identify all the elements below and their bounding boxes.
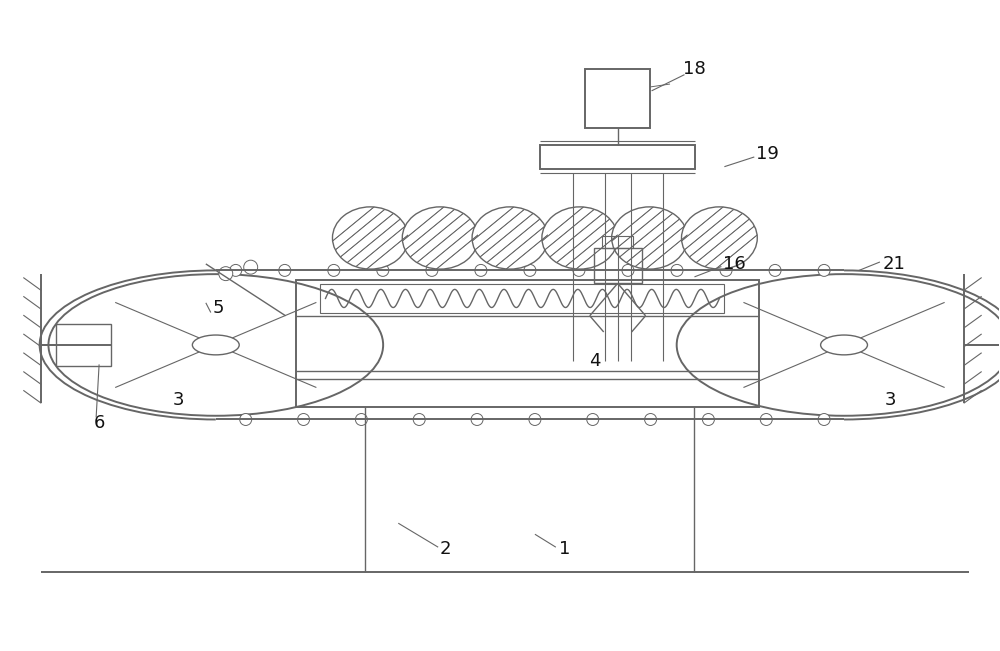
Ellipse shape <box>298 413 310 426</box>
Ellipse shape <box>219 267 233 281</box>
Ellipse shape <box>471 413 483 426</box>
Ellipse shape <box>328 264 340 277</box>
Ellipse shape <box>413 413 425 426</box>
Text: 16: 16 <box>723 255 746 273</box>
Ellipse shape <box>192 335 239 355</box>
Text: 6: 6 <box>93 414 105 432</box>
Bar <box>540 145 695 169</box>
Ellipse shape <box>720 264 732 277</box>
Bar <box>296 280 759 406</box>
Ellipse shape <box>612 207 687 269</box>
Ellipse shape <box>702 413 714 426</box>
Bar <box>320 284 724 312</box>
Bar <box>594 248 642 283</box>
Ellipse shape <box>332 207 408 269</box>
Ellipse shape <box>818 264 830 277</box>
Ellipse shape <box>355 413 367 426</box>
Text: 2: 2 <box>439 540 451 558</box>
Ellipse shape <box>240 413 252 426</box>
Bar <box>602 236 633 248</box>
Ellipse shape <box>769 264 781 277</box>
Bar <box>56 324 111 366</box>
Text: 3: 3 <box>885 391 897 409</box>
Ellipse shape <box>760 413 772 426</box>
Ellipse shape <box>622 264 634 277</box>
Ellipse shape <box>472 207 548 269</box>
Ellipse shape <box>426 264 438 277</box>
Ellipse shape <box>402 207 478 269</box>
Ellipse shape <box>645 413 657 426</box>
Ellipse shape <box>244 260 258 274</box>
Ellipse shape <box>524 264 536 277</box>
Ellipse shape <box>377 264 389 277</box>
Ellipse shape <box>573 264 585 277</box>
Ellipse shape <box>529 413 541 426</box>
Text: 1: 1 <box>559 540 571 558</box>
Text: 4: 4 <box>589 352 600 370</box>
Ellipse shape <box>681 207 757 269</box>
Ellipse shape <box>279 264 291 277</box>
Text: 3: 3 <box>173 391 185 409</box>
Bar <box>585 70 650 128</box>
Text: 19: 19 <box>756 145 779 163</box>
Ellipse shape <box>818 413 830 426</box>
Ellipse shape <box>230 264 242 277</box>
Text: 21: 21 <box>882 255 905 273</box>
Ellipse shape <box>671 264 683 277</box>
Ellipse shape <box>475 264 487 277</box>
Text: 18: 18 <box>683 61 706 79</box>
Ellipse shape <box>821 335 867 355</box>
Ellipse shape <box>542 207 618 269</box>
Text: 5: 5 <box>213 299 225 317</box>
Ellipse shape <box>587 413 599 426</box>
